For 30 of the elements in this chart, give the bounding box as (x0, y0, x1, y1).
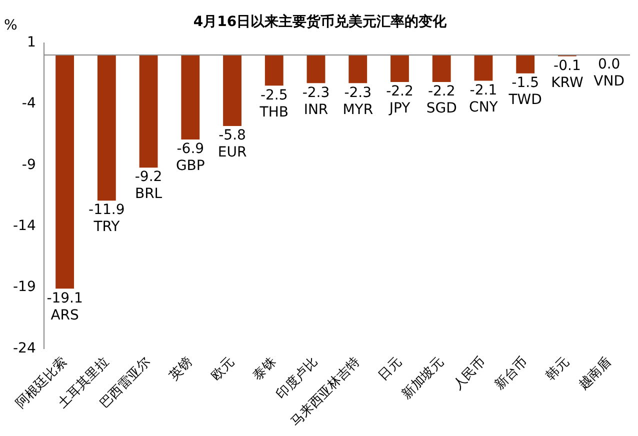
x-tick-label: 越南盾 (576, 354, 614, 393)
y-tick-label: -24 (12, 340, 36, 356)
y-tick-label: -14 (12, 218, 36, 234)
x-tick-label: 日元 (376, 354, 405, 384)
data-label: -0.1 KRW (551, 58, 584, 91)
data-label: -2.2 JPY (386, 84, 414, 117)
data-label: -2.3 MYR (342, 84, 374, 118)
y-axis-title: % (4, 17, 18, 34)
data-label: -2.3 INR (302, 84, 330, 118)
data-label: -6.9 GBP (176, 141, 205, 174)
y-tick-label: -19 (12, 279, 36, 296)
x-tick-label: 新台币 (492, 354, 531, 393)
data-label: -2.1 CNY (469, 82, 498, 116)
y-tick-label: -9 (22, 156, 36, 173)
x-tick-label: 欧元 (208, 354, 238, 384)
data-label: -19.1 ARS (46, 290, 83, 324)
x-tick-label: 韩元 (543, 354, 572, 384)
x-tick-label: 泰铢 (250, 354, 280, 384)
chart-title: 4月16日以来主要货币兑美元汇率的变化 (193, 13, 448, 30)
data-label: -2.2 SGD (426, 84, 457, 117)
data-label: -9.2 BRL (134, 169, 162, 202)
y-tick-label: -4 (22, 96, 36, 112)
data-label: -11.9 TRY (88, 202, 125, 236)
data-label: -2.5 THB (258, 87, 288, 120)
data-label: -5.8 EUR (218, 128, 247, 161)
y-tick-label: 1 (26, 34, 36, 50)
data-label: -1.5 TWD (508, 75, 542, 108)
x-tick-label: 人民币 (450, 354, 489, 393)
data-label: 0.0 VND (594, 56, 624, 90)
x-tick-label: 英镑 (166, 354, 196, 384)
